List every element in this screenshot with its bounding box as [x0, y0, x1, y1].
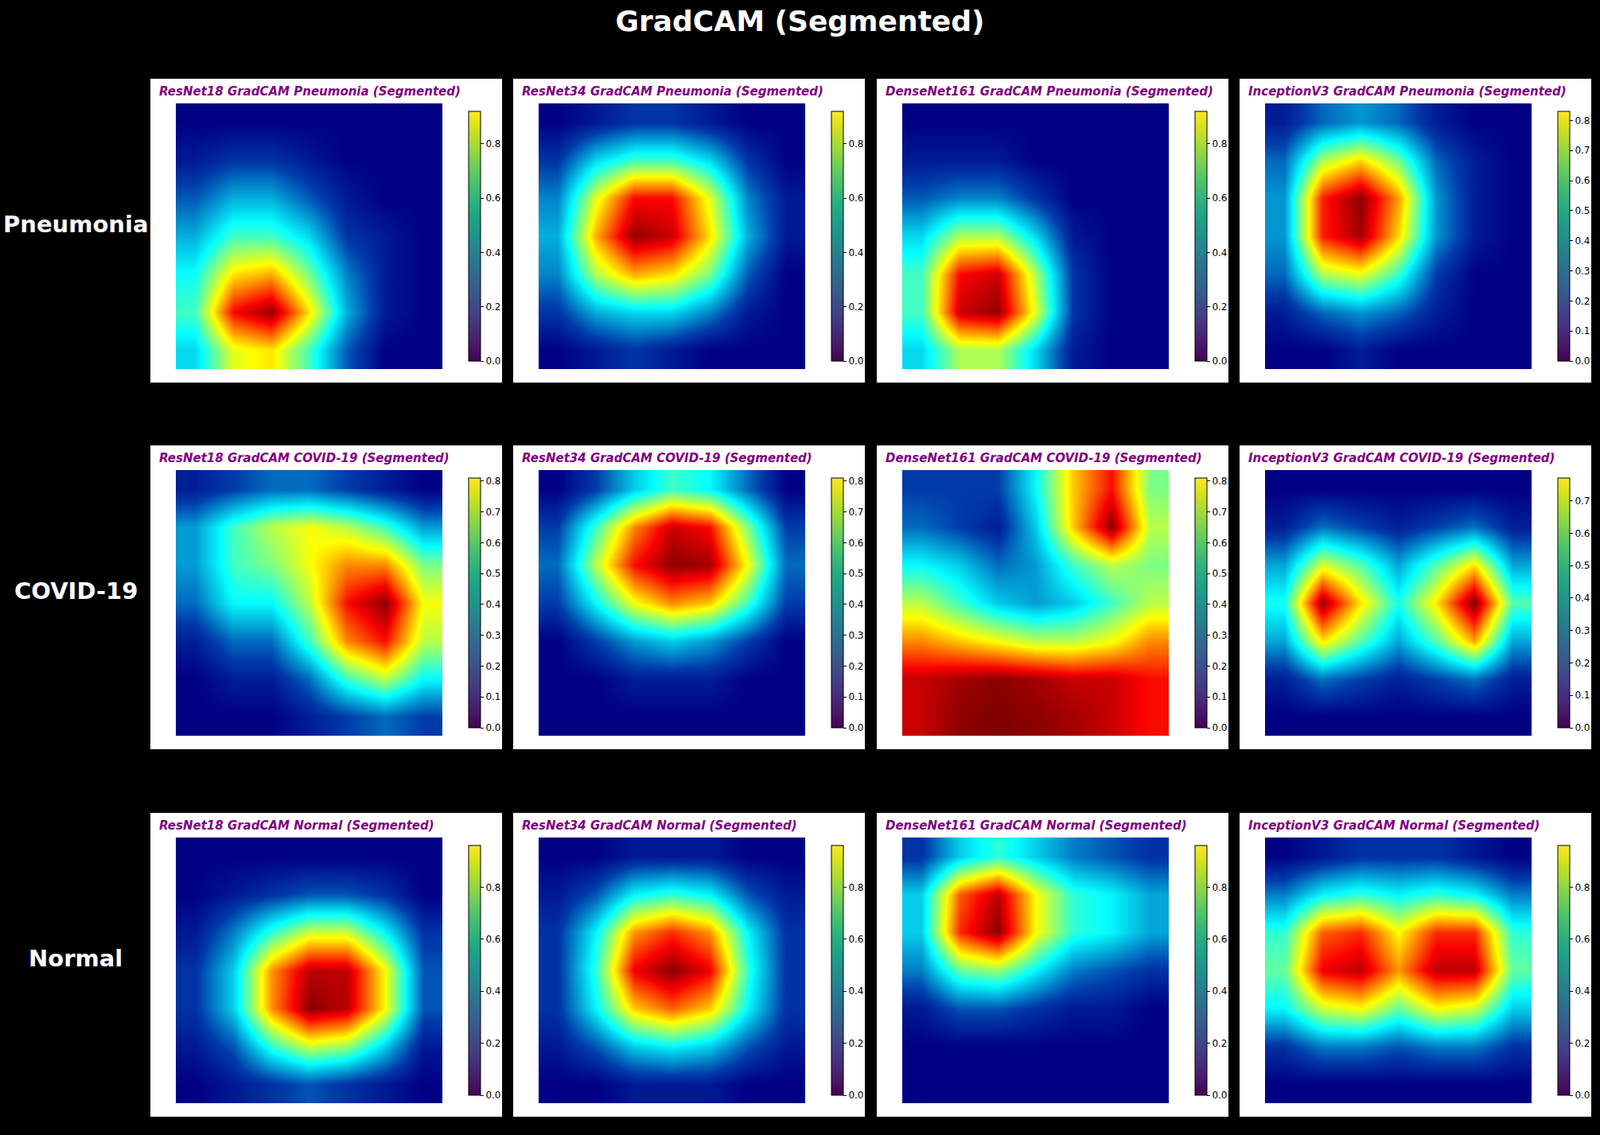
svg-text:0.6: 0.6	[1574, 934, 1590, 946]
svg-text:0.4: 0.4	[1211, 985, 1227, 997]
svg-text:ResNet18 GradCAM Normal (Segme: ResNet18 GradCAM Normal (Segmented)	[159, 818, 435, 834]
svg-text:0.8: 0.8	[1211, 882, 1227, 894]
svg-text:0.0: 0.0	[848, 722, 864, 734]
svg-text:0.6: 0.6	[485, 934, 501, 946]
svg-text:0.3: 0.3	[1574, 625, 1590, 637]
svg-text:0.2: 0.2	[848, 1038, 864, 1050]
svg-text:0.0: 0.0	[485, 355, 501, 367]
svg-text:0.4: 0.4	[1211, 247, 1227, 259]
svg-text:0.0: 0.0	[848, 355, 864, 367]
svg-text:0.7: 0.7	[1211, 506, 1227, 518]
svg-text:0.8: 0.8	[848, 475, 864, 487]
svg-text:ResNet18 GradCAM COVID-19 (Seg: ResNet18 GradCAM COVID-19 (Segmented)	[159, 451, 450, 466]
svg-text:0.6: 0.6	[848, 934, 864, 946]
svg-text:0.2: 0.2	[485, 1038, 501, 1050]
svg-text:0.6: 0.6	[1574, 528, 1590, 540]
svg-text:0.0: 0.0	[1211, 722, 1227, 734]
svg-text:Pneumonia: Pneumonia	[3, 210, 149, 238]
svg-text:0.1: 0.1	[1574, 689, 1590, 701]
svg-text:0.0: 0.0	[1574, 355, 1590, 367]
svg-text:0.0: 0.0	[485, 1090, 501, 1102]
svg-text:0.2: 0.2	[485, 661, 501, 673]
svg-text:0.2: 0.2	[1211, 301, 1227, 313]
svg-text:0.3: 0.3	[485, 630, 501, 642]
svg-text:0.4: 0.4	[848, 985, 864, 997]
svg-text:0.2: 0.2	[848, 661, 864, 673]
svg-text:0.8: 0.8	[485, 475, 501, 487]
svg-text:DenseNet161 GradCAM COVID-19 (: DenseNet161 GradCAM COVID-19 (Segmented)	[885, 451, 1203, 466]
svg-text:0.2: 0.2	[485, 301, 501, 313]
svg-text:GradCAM (Segmented): GradCAM (Segmented)	[615, 4, 985, 38]
svg-text:Normal: Normal	[28, 945, 123, 973]
svg-text:0.6: 0.6	[1211, 192, 1227, 204]
svg-text:COVID-19: COVID-19	[14, 577, 138, 605]
svg-text:0.5: 0.5	[1574, 205, 1590, 217]
svg-text:0.8: 0.8	[1574, 115, 1590, 127]
svg-text:0.4: 0.4	[485, 599, 501, 611]
svg-text:0.5: 0.5	[848, 568, 864, 580]
svg-text:0.4: 0.4	[848, 599, 864, 611]
svg-text:0.6: 0.6	[485, 192, 501, 204]
svg-text:InceptionV3 GradCAM Pneumonia: InceptionV3 GradCAM Pneumonia (Segmented…	[1248, 84, 1567, 99]
svg-text:0.6: 0.6	[1211, 934, 1227, 946]
svg-text:0.8: 0.8	[848, 138, 864, 150]
svg-text:DenseNet161 GradCAM Normal (Se: DenseNet161 GradCAM Normal (Segmented)	[885, 818, 1188, 834]
svg-text:0.6: 0.6	[485, 537, 501, 549]
svg-text:0.5: 0.5	[1211, 568, 1227, 580]
svg-text:InceptionV3 GradCAM COVID-19 (: InceptionV3 GradCAM COVID-19 (Segmented)	[1248, 451, 1555, 466]
svg-text:0.2: 0.2	[1211, 661, 1227, 673]
svg-text:0.7: 0.7	[485, 506, 501, 518]
svg-text:0.7: 0.7	[1574, 495, 1590, 507]
svg-text:0.3: 0.3	[1211, 630, 1227, 642]
svg-text:0.4: 0.4	[1211, 599, 1227, 611]
svg-text:0.5: 0.5	[485, 568, 501, 580]
svg-text:0.2: 0.2	[1211, 1038, 1227, 1050]
svg-text:0.1: 0.1	[1574, 325, 1590, 337]
svg-text:DenseNet161 GradCAM Pneumonia: DenseNet161 GradCAM Pneumonia (Segmented…	[885, 84, 1214, 99]
svg-text:0.6: 0.6	[848, 192, 864, 204]
svg-text:ResNet34 GradCAM Normal (Segme: ResNet34 GradCAM Normal (Segmented)	[521, 818, 798, 834]
svg-text:ResNet18 GradCAM Pneumonia (Se: ResNet18 GradCAM Pneumonia (Segmented)	[159, 84, 461, 99]
svg-text:0.6: 0.6	[1574, 175, 1590, 187]
svg-text:0.8: 0.8	[1211, 475, 1227, 487]
svg-text:0.2: 0.2	[848, 301, 864, 313]
svg-text:0.3: 0.3	[1574, 265, 1590, 277]
svg-text:ResNet34 GradCAM COVID-19 (Seg: ResNet34 GradCAM COVID-19 (Segmented)	[521, 451, 813, 466]
svg-text:0.8: 0.8	[1574, 882, 1590, 894]
svg-text:InceptionV3 GradCAM Normal (Se: InceptionV3 GradCAM Normal (Segmented)	[1248, 818, 1540, 834]
svg-text:ResNet34 GradCAM Pneumonia (Se: ResNet34 GradCAM Pneumonia (Segmented)	[521, 84, 824, 99]
svg-text:0.1: 0.1	[485, 691, 501, 703]
svg-text:0.4: 0.4	[1574, 592, 1590, 604]
svg-text:0.6: 0.6	[848, 537, 864, 549]
svg-text:0.4: 0.4	[485, 247, 501, 259]
svg-text:0.5: 0.5	[1574, 560, 1590, 572]
svg-text:0.2: 0.2	[1574, 1038, 1590, 1050]
svg-text:0.3: 0.3	[848, 630, 864, 642]
svg-text:0.7: 0.7	[848, 506, 864, 518]
svg-text:0.1: 0.1	[848, 691, 864, 703]
svg-text:0.0: 0.0	[1574, 722, 1590, 734]
svg-text:0.2: 0.2	[1574, 295, 1590, 308]
svg-text:0.2: 0.2	[1574, 657, 1590, 670]
svg-text:0.0: 0.0	[1211, 1090, 1227, 1102]
svg-text:0.0: 0.0	[485, 722, 501, 734]
svg-text:0.4: 0.4	[1574, 985, 1590, 997]
svg-text:0.6: 0.6	[1211, 537, 1227, 549]
svg-text:0.4: 0.4	[848, 247, 864, 259]
svg-text:0.8: 0.8	[1211, 138, 1227, 150]
svg-text:0.0: 0.0	[1211, 355, 1227, 367]
svg-text:0.8: 0.8	[848, 882, 864, 894]
svg-text:0.4: 0.4	[485, 985, 501, 997]
svg-text:0.8: 0.8	[485, 138, 501, 150]
svg-text:0.1: 0.1	[1211, 691, 1227, 703]
svg-text:0.0: 0.0	[1574, 1090, 1590, 1102]
svg-text:0.0: 0.0	[848, 1090, 864, 1102]
svg-text:0.8: 0.8	[485, 882, 501, 894]
svg-text:0.4: 0.4	[1574, 235, 1590, 247]
svg-text:0.7: 0.7	[1574, 144, 1590, 156]
